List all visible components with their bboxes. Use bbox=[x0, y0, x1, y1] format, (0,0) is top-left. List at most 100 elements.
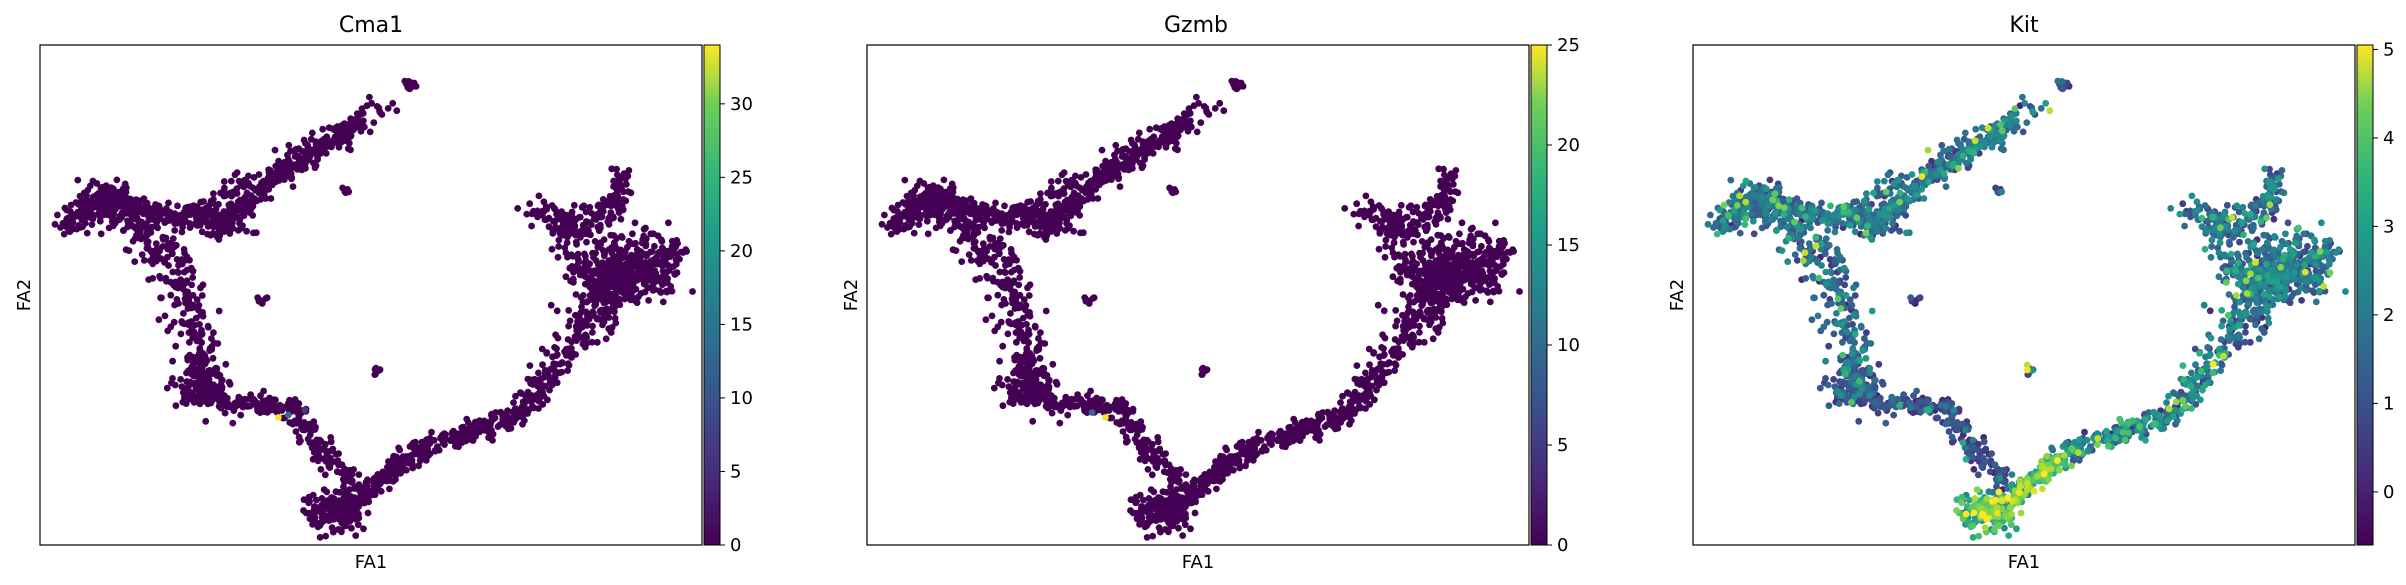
cell-point bbox=[559, 359, 566, 367]
cell-point bbox=[568, 354, 575, 361]
cell-point bbox=[1299, 420, 1306, 427]
cell-point bbox=[340, 512, 347, 520]
cell-point bbox=[517, 389, 524, 397]
cell-point bbox=[886, 219, 894, 227]
cell-point bbox=[1010, 278, 1018, 286]
cell-point bbox=[1057, 401, 1065, 409]
cell-point bbox=[615, 278, 623, 286]
cell-point bbox=[95, 212, 103, 220]
cell-point bbox=[1062, 205, 1070, 213]
cell-point bbox=[340, 505, 348, 513]
cell-point bbox=[287, 170, 295, 178]
cell-point bbox=[640, 274, 648, 282]
cell-point bbox=[1199, 482, 1207, 490]
cell-point bbox=[1150, 450, 1158, 458]
cell-point bbox=[184, 211, 192, 219]
cell-point bbox=[1146, 125, 1154, 133]
cell-point bbox=[1135, 426, 1143, 434]
cell-point bbox=[1156, 445, 1164, 453]
cell-point bbox=[1433, 192, 1441, 200]
cell-point bbox=[462, 433, 470, 440]
cell-point bbox=[1451, 188, 1459, 196]
cell-point bbox=[1194, 489, 1202, 496]
cell-point bbox=[1175, 479, 1183, 486]
cell-point bbox=[177, 376, 185, 383]
cell-point bbox=[541, 370, 549, 378]
cell-point bbox=[1067, 183, 1075, 191]
cell-point bbox=[539, 361, 546, 369]
cell-point bbox=[1197, 119, 1205, 126]
cell-point bbox=[325, 463, 333, 470]
cell-point bbox=[401, 77, 409, 85]
cell-point bbox=[583, 238, 590, 246]
cell-point bbox=[1484, 236, 1492, 244]
cell-point bbox=[168, 211, 176, 219]
cell-point bbox=[377, 487, 385, 495]
cell-point bbox=[159, 236, 167, 243]
cell-point bbox=[1439, 319, 1447, 327]
cell-point bbox=[568, 263, 576, 270]
cell-point bbox=[308, 129, 316, 137]
cell-point bbox=[1409, 308, 1417, 316]
cell-point bbox=[590, 290, 598, 297]
cell-point bbox=[329, 495, 337, 503]
cell-point bbox=[1216, 99, 1224, 107]
cell-point bbox=[1144, 438, 1152, 446]
cell-point bbox=[548, 202, 556, 209]
cell-point bbox=[154, 224, 162, 232]
cell-point bbox=[1361, 213, 1368, 221]
cell-point bbox=[447, 437, 454, 444]
cell-point bbox=[66, 228, 74, 236]
cell-point bbox=[491, 414, 499, 422]
cell-point bbox=[556, 209, 563, 217]
cell-point bbox=[267, 195, 275, 202]
cell-point bbox=[1165, 129, 1173, 137]
cell-point bbox=[587, 231, 594, 239]
cell-point bbox=[271, 396, 278, 404]
cell-point bbox=[632, 285, 640, 293]
cell-point bbox=[1116, 183, 1124, 191]
cell-point bbox=[317, 149, 325, 157]
cell-point bbox=[412, 82, 420, 90]
cell-point bbox=[314, 457, 322, 465]
cell-point bbox=[492, 409, 500, 416]
cell-point bbox=[317, 466, 325, 473]
cell-point bbox=[1440, 171, 1448, 179]
cell-point bbox=[239, 222, 246, 230]
cell-point bbox=[366, 93, 373, 101]
cell-point bbox=[551, 344, 558, 351]
cell-point bbox=[364, 478, 371, 486]
cell-point bbox=[165, 262, 172, 269]
cell-point bbox=[1193, 128, 1201, 136]
cell-point bbox=[184, 356, 192, 364]
cell-point bbox=[1418, 278, 1425, 286]
cell-point bbox=[391, 458, 399, 466]
cell-point bbox=[1376, 353, 1383, 361]
cell-point bbox=[1025, 292, 1033, 299]
cell-point bbox=[189, 274, 197, 281]
cell-point bbox=[637, 248, 645, 256]
cell-point bbox=[344, 145, 352, 153]
cell-point bbox=[384, 105, 392, 112]
cell-point bbox=[177, 330, 185, 338]
cell-point bbox=[552, 217, 559, 225]
cell-point bbox=[200, 198, 208, 205]
cell-point bbox=[220, 228, 228, 236]
cell-point bbox=[672, 243, 680, 251]
cell-point bbox=[221, 184, 228, 192]
cell-point bbox=[951, 217, 958, 225]
cell-point bbox=[1049, 360, 1057, 368]
cell-point bbox=[347, 132, 355, 140]
cell-point bbox=[241, 195, 249, 203]
cell-point bbox=[337, 469, 344, 476]
cell-point bbox=[271, 146, 279, 154]
cell-point bbox=[1066, 222, 1073, 230]
cell-point bbox=[1414, 231, 1421, 239]
cell-point bbox=[258, 300, 266, 307]
cell-point bbox=[610, 177, 617, 185]
cell-point bbox=[171, 227, 179, 234]
cell-point bbox=[578, 303, 585, 311]
cell-point bbox=[565, 361, 573, 369]
cell-point bbox=[566, 317, 574, 325]
cell-point bbox=[565, 252, 573, 259]
